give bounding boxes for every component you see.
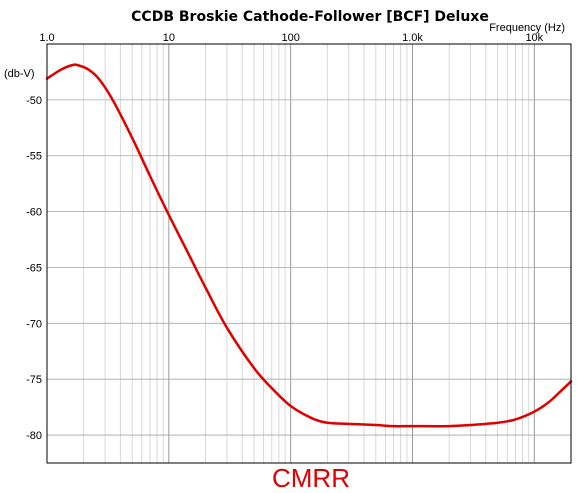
y-tick-label: -75 bbox=[26, 374, 42, 386]
cmrr-series-line bbox=[45, 63, 573, 428]
cmrr-annotation: CMRR bbox=[272, 463, 350, 493]
y-axis-label: (db-V) bbox=[4, 68, 35, 80]
y-tick-label: -70 bbox=[26, 318, 42, 330]
y-tick-label: -50 bbox=[26, 95, 42, 107]
x-tick-labels: 1.0 10 100 1.0k 10k bbox=[39, 32, 543, 44]
x-tick-label: 1.0 bbox=[39, 32, 54, 44]
y-tick-label: -65 bbox=[26, 262, 42, 274]
y-tick-label: -60 bbox=[26, 207, 42, 219]
chart-title: CCDB Broskie Cathode-Follower [BCF] Delu… bbox=[131, 9, 489, 25]
x-tick-label: 10 bbox=[163, 32, 175, 44]
x-tick-label: 10k bbox=[525, 32, 543, 44]
y-tick-label: -55 bbox=[26, 151, 42, 163]
y-tick-label: -80 bbox=[26, 430, 42, 442]
x-tick-label: 100 bbox=[281, 32, 299, 44]
plot-frame bbox=[46, 43, 572, 464]
grid bbox=[46, 44, 572, 463]
y-tick-labels: -50 -55 -60 -65 -70 -75 -80 bbox=[26, 95, 42, 442]
x-axis-label: Frequency (Hz) bbox=[489, 22, 565, 34]
x-tick-label: 1.0k bbox=[402, 32, 423, 44]
